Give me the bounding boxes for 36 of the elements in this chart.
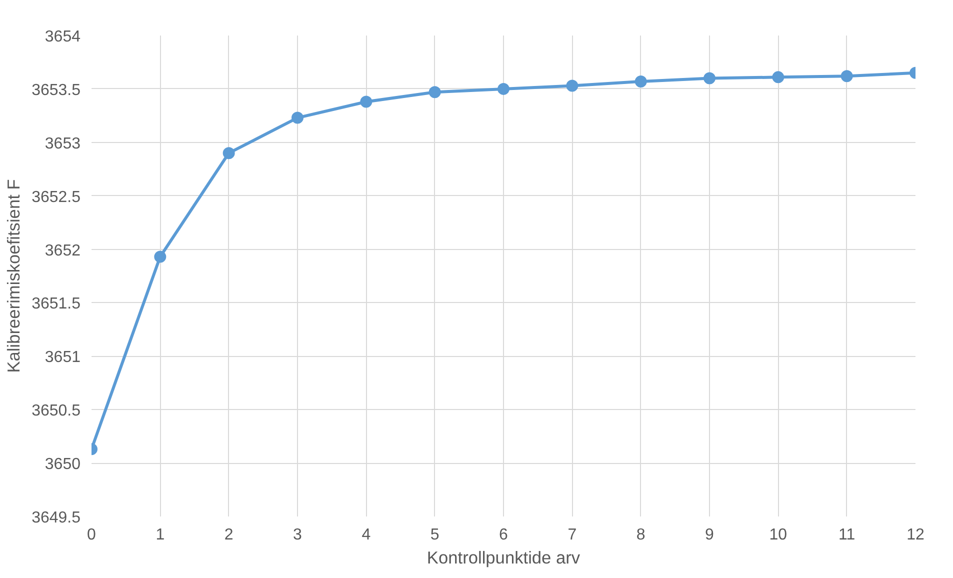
point bbox=[704, 72, 716, 84]
y-tick-label: 3651.5 bbox=[32, 296, 81, 313]
y-tick-label: 3652.5 bbox=[32, 188, 81, 206]
y-tick-label: 3649.5 bbox=[32, 510, 81, 526]
x-tick-label: 8 bbox=[636, 526, 646, 544]
x-tick-label: 6 bbox=[499, 526, 508, 544]
point bbox=[498, 82, 510, 95]
y-tick-label: 3650.5 bbox=[32, 402, 81, 420]
y-tick-label: 3653.5 bbox=[32, 82, 81, 99]
x-tick-label: 11 bbox=[838, 526, 856, 544]
x-axis-title: Kontrollpunktide arv bbox=[426, 548, 580, 568]
point bbox=[634, 75, 647, 88]
x-tick-label: 7 bbox=[568, 526, 577, 544]
x-tick-label: 12 bbox=[906, 526, 924, 544]
point bbox=[428, 86, 441, 98]
point bbox=[360, 96, 372, 108]
x-tick-label: 9 bbox=[705, 526, 714, 544]
y-tick-label: 3650 bbox=[44, 456, 81, 474]
point bbox=[292, 112, 304, 124]
point bbox=[222, 147, 235, 160]
y-tick-label: 3653 bbox=[44, 135, 81, 152]
x-tick-label: 1 bbox=[156, 526, 165, 544]
y-tick-label: 3651 bbox=[44, 349, 81, 366]
x-tick-label: 3 bbox=[293, 526, 302, 544]
x-tick-label: 10 bbox=[769, 526, 788, 544]
y-axis-title: Kalibreerimiskoefitsient F bbox=[4, 179, 24, 373]
y-tick-label: 3652 bbox=[44, 242, 81, 260]
y-tick-label: 3654 bbox=[44, 28, 81, 46]
point bbox=[566, 80, 578, 92]
point bbox=[154, 250, 166, 263]
x-tick-label: 5 bbox=[430, 526, 440, 544]
x-tick-label: 4 bbox=[362, 526, 371, 544]
point bbox=[772, 71, 784, 84]
x-tick-label: 2 bbox=[224, 526, 234, 544]
x-tick-label: 0 bbox=[87, 526, 96, 544]
point bbox=[840, 70, 853, 82]
